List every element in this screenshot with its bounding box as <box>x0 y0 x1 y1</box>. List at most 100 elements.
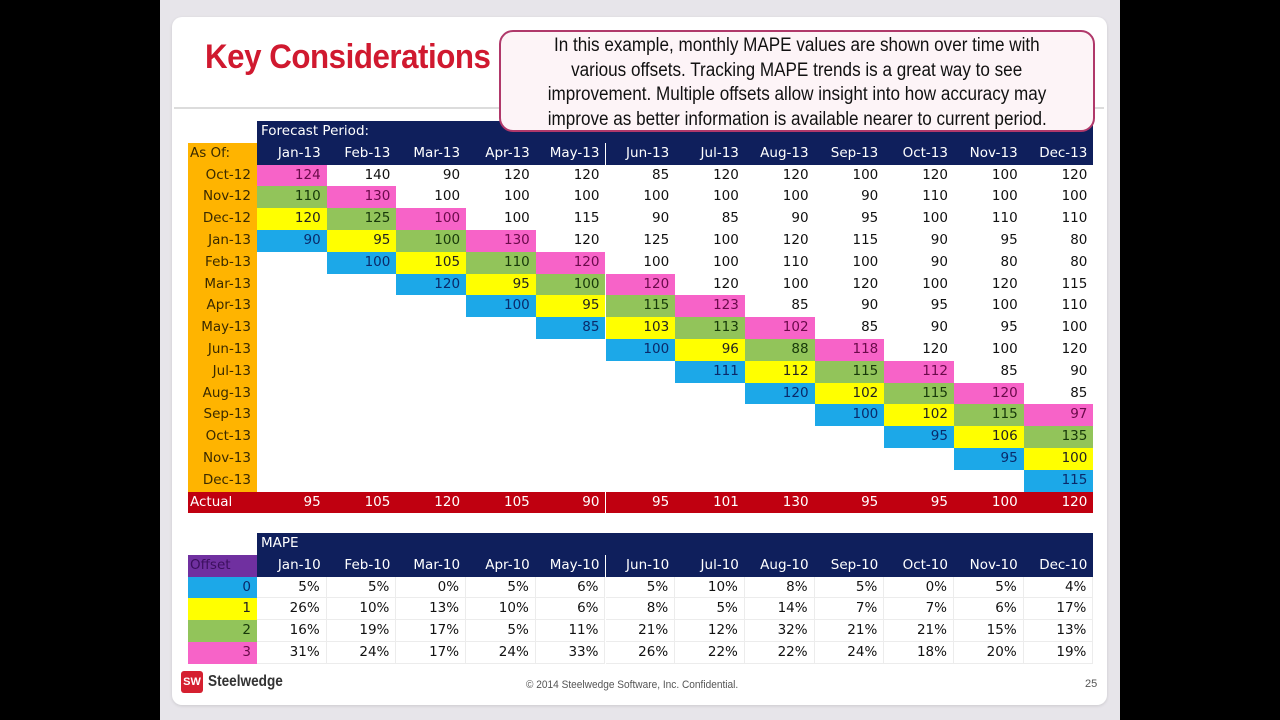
forecast-cell <box>466 339 536 361</box>
column-header: Jul-10 <box>675 554 745 577</box>
actual-cell: 101 <box>675 491 745 514</box>
actual-cell: 105 <box>326 491 397 514</box>
forecast-cell <box>396 448 466 470</box>
mape-cell: 5% <box>675 598 745 621</box>
mape-cell: 21% <box>884 620 954 642</box>
footer-brand: Steelwedge <box>208 673 283 690</box>
actual-cell: 95 <box>884 491 954 514</box>
forecast-cell <box>466 317 536 339</box>
forecast-cell: 120 <box>782 166 809 183</box>
forecast-cell: 100 <box>396 208 467 230</box>
column-header: Aug-13 <box>744 142 815 165</box>
forecast-cell: 100 <box>504 188 530 205</box>
mape-cell: 14% <box>744 598 815 621</box>
forecast-cell <box>536 383 606 405</box>
forecast-cell: 110 <box>1061 210 1088 227</box>
forecast-cell: 85 <box>721 210 739 227</box>
forecast-cell <box>257 295 327 317</box>
forecast-cell <box>606 404 676 426</box>
forecast-cell: 85 <box>1070 384 1088 401</box>
mape-cell: 22% <box>744 642 815 664</box>
forecast-cell: 120 <box>1061 341 1088 357</box>
forecast-cell <box>327 295 397 317</box>
callout-line: In this example, monthly MAPE values are… <box>554 35 1040 56</box>
forecast-cell: 115 <box>1023 469 1094 492</box>
forecast-cell: 112 <box>884 360 954 383</box>
forecast-cell: 120 <box>396 273 467 296</box>
mape-cell: 32% <box>744 620 815 642</box>
forecast-cell: 100 <box>922 275 948 292</box>
offset-row-label: 0 <box>188 576 257 599</box>
offset-row-label: 3 <box>188 642 257 664</box>
mape-cell: 6% <box>535 576 606 599</box>
forecast-cell: 125 <box>326 208 397 230</box>
mape-cell: 24% <box>326 642 397 664</box>
forecast-cell <box>606 426 676 448</box>
forecast-cell <box>675 404 745 426</box>
forecast-cell: 95 <box>466 273 536 296</box>
forecast-cell: 110 <box>782 253 809 270</box>
forecast-cell: 100 <box>504 210 530 227</box>
forecast-cell: 135 <box>1023 426 1094 448</box>
offset-label: Offset <box>188 554 257 577</box>
forecast-cell <box>396 470 466 492</box>
forecast-cell: 115 <box>605 295 676 318</box>
forecast-cell: 90 <box>257 230 327 252</box>
forecast-cell <box>327 426 397 448</box>
forecast-cell <box>884 448 954 470</box>
forecast-cell: 115 <box>814 360 885 383</box>
forecast-cell <box>327 383 397 405</box>
forecast-cell: 102 <box>744 317 815 339</box>
actual-cell: 95 <box>257 491 327 514</box>
forecast-cell <box>466 426 536 448</box>
forecast-cell: 106 <box>954 426 1024 448</box>
forecast-cell: 113 <box>675 317 745 339</box>
column-header: May-13 <box>535 142 606 165</box>
row-label: Dec-12 <box>188 208 257 230</box>
mape-cell: 24% <box>814 642 885 664</box>
row-label: Sep-13 <box>188 404 257 427</box>
forecast-cell: 95 <box>326 230 397 252</box>
forecast-cell <box>257 252 327 274</box>
mape-cell: 6% <box>954 598 1024 621</box>
actual-cell: 120 <box>1023 491 1094 514</box>
mape-cell: 31% <box>257 642 327 664</box>
row-label: Oct-12 <box>188 164 257 187</box>
callout-line: various offsets. Tracking MAPE trends is… <box>571 59 1023 81</box>
mape-cell: 15% <box>954 620 1024 642</box>
forecast-cell <box>396 317 466 339</box>
forecast-cell: 118 <box>814 339 885 361</box>
forecast-cell: 100 <box>991 188 1018 205</box>
mape-cell: 12% <box>675 620 745 642</box>
forecast-cell: 100 <box>396 230 467 252</box>
mape-cell: 16% <box>257 620 327 642</box>
mape-cell: 11% <box>535 620 606 642</box>
forecast-cell: 110 <box>466 251 536 274</box>
forecast-cell: 100 <box>922 210 948 227</box>
column-header: Jul-13 <box>675 142 745 165</box>
row-label: Jul-13 <box>188 360 257 383</box>
mape-cell: 33% <box>535 642 606 664</box>
forecast-cell: 100 <box>326 251 397 274</box>
forecast-cell: 100 <box>605 339 676 361</box>
mape-cell: 5% <box>814 576 885 599</box>
mape-cell: 24% <box>466 642 536 664</box>
forecast-cell <box>396 295 466 317</box>
forecast-cell: 124 <box>257 164 327 187</box>
forecast-cell: 95 <box>535 295 606 318</box>
forecast-cell: 110 <box>991 210 1018 227</box>
forecast-cell: 115 <box>852 232 879 248</box>
steelwedge-logo-icon: SW <box>181 671 203 693</box>
column-header: Apr-10 <box>466 554 536 577</box>
actual-cell: 120 <box>396 491 467 514</box>
forecast-cell: 102 <box>884 404 954 427</box>
forecast-cell: 120 <box>573 166 600 183</box>
column-header: Mar-13 <box>396 142 467 165</box>
forecast-cell: 115 <box>884 382 954 405</box>
mape-cell: 21% <box>605 620 676 642</box>
mape-cell: 10% <box>675 576 745 599</box>
forecast-cell: 120 <box>713 166 739 183</box>
forecast-cell: 100 <box>991 166 1018 183</box>
forecast-cell: 120 <box>535 251 606 274</box>
mape-cell: 6% <box>535 598 606 621</box>
